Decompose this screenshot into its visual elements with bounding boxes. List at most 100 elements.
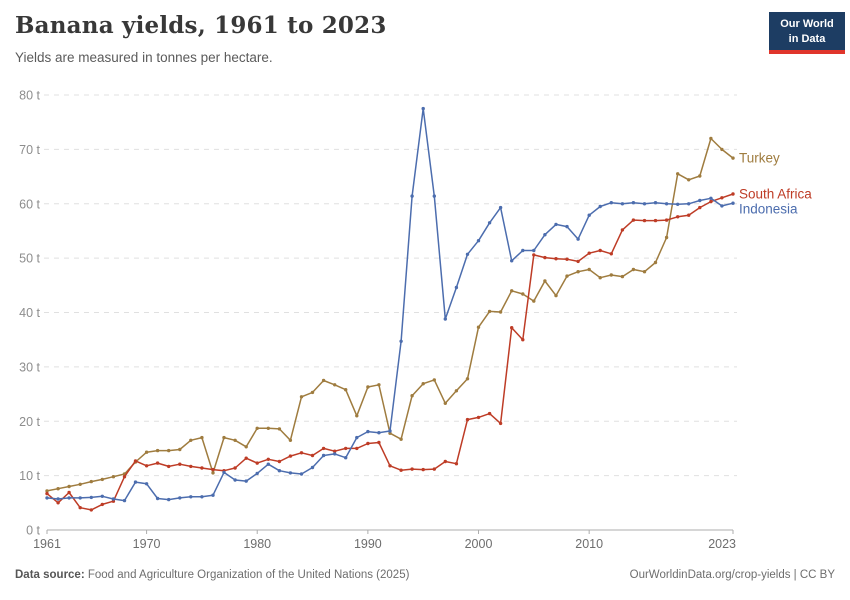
- data-point-marker: [543, 279, 547, 283]
- data-point-marker: [144, 464, 149, 468]
- data-point-marker: [598, 248, 602, 253]
- series-line-south-africa: [46, 193, 734, 511]
- data-source-value: Food and Agriculture Organization of the…: [84, 569, 410, 581]
- series-line-indonesia: [46, 107, 734, 502]
- data-point-marker: [89, 479, 94, 484]
- data-point-marker: [443, 459, 447, 464]
- data-point-marker: [56, 487, 60, 491]
- data-point-marker: [731, 156, 735, 160]
- data-point-marker: [89, 508, 94, 512]
- data-point-marker: [111, 497, 116, 501]
- data-point-marker: [321, 453, 326, 458]
- data-point-marker: [598, 276, 602, 280]
- data-point-marker: [288, 438, 293, 442]
- x-axis-tick-label-2000: 2000: [465, 537, 493, 551]
- data-point-marker: [299, 451, 304, 455]
- data-point-marker: [653, 218, 658, 223]
- y-axis-tick-label-20: 20 t: [19, 415, 40, 429]
- data-point-marker: [189, 464, 193, 469]
- data-point-marker: [222, 470, 226, 475]
- data-point-marker: [277, 459, 282, 464]
- data-point-marker: [720, 196, 724, 200]
- data-point-marker: [620, 274, 625, 279]
- data-point-marker: [498, 205, 503, 210]
- data-point-marker: [78, 482, 82, 486]
- data-point-marker: [266, 426, 270, 430]
- data-point-marker: [631, 267, 636, 272]
- data-point-marker: [521, 338, 525, 342]
- data-point-marker: [421, 467, 425, 472]
- data-point-marker: [189, 495, 193, 499]
- data-point-marker: [432, 378, 436, 382]
- data-point-marker: [687, 202, 691, 206]
- owid-url-license-link[interactable]: OurWorldinData.org/crop-yields | CC BY: [629, 569, 835, 581]
- data-point-marker: [144, 450, 149, 454]
- data-point-marker: [299, 395, 304, 399]
- data-point-marker: [233, 478, 237, 482]
- data-point-marker: [410, 194, 414, 198]
- data-point-marker: [731, 201, 735, 205]
- series-end-label-turkey[interactable]: Turkey: [739, 151, 780, 166]
- data-point-marker: [664, 202, 669, 206]
- x-axis-tick-label-2010: 2010: [575, 537, 603, 551]
- data-point-marker: [100, 477, 105, 482]
- data-point-marker: [631, 201, 636, 205]
- data-point-marker: [642, 202, 647, 206]
- data-point-marker: [45, 489, 49, 493]
- data-point-marker: [155, 461, 160, 465]
- data-point-marker: [211, 471, 215, 475]
- data-point-marker: [244, 456, 248, 460]
- data-point-marker: [200, 466, 204, 470]
- data-point-marker: [277, 427, 282, 431]
- owid-logo-line2: in Data: [788, 32, 826, 45]
- data-point-marker: [233, 438, 237, 442]
- data-point-marker: [487, 411, 492, 416]
- data-point-marker: [255, 471, 259, 476]
- data-point-marker: [333, 449, 337, 453]
- y-axis-tick-label-60: 60 t: [19, 197, 40, 211]
- data-point-marker: [155, 496, 160, 501]
- data-point-marker: [532, 253, 536, 257]
- data-point-marker: [344, 388, 348, 392]
- data-point-marker: [344, 456, 348, 460]
- x-axis-tick-label-2023: 2023: [708, 537, 736, 551]
- series-end-label-south-africa[interactable]: South Africa: [739, 186, 812, 201]
- data-point-marker: [344, 446, 348, 451]
- data-point-marker: [698, 205, 702, 210]
- data-point-marker: [167, 448, 171, 453]
- data-point-marker: [543, 233, 547, 237]
- data-point-marker: [676, 202, 680, 206]
- data-point-marker: [532, 299, 536, 303]
- data-point-marker: [399, 437, 403, 441]
- data-point-marker: [67, 484, 71, 489]
- data-point-marker: [576, 237, 580, 241]
- data-point-marker: [687, 178, 691, 182]
- data-point-marker: [653, 201, 658, 205]
- x-axis-tick-label-1970: 1970: [133, 537, 161, 551]
- data-point-marker: [111, 475, 116, 479]
- data-point-marker: [255, 426, 259, 430]
- data-point-marker: [410, 467, 414, 471]
- data-point-marker: [476, 325, 481, 329]
- line-chart-canvas[interactable]: 0 t 10 t 20 t 30 t 40 t 50 t 60 t 70 t 80 t 1961 1…: [0, 0, 850, 560]
- data-point-marker: [133, 480, 138, 484]
- data-point-marker: [288, 471, 293, 475]
- data-point-marker: [576, 270, 580, 274]
- series-end-label-indonesia[interactable]: Indonesia: [739, 201, 798, 216]
- y-axis-tick-label-70: 70 t: [19, 143, 40, 157]
- data-point-marker: [321, 378, 326, 383]
- data-point-marker: [377, 431, 381, 435]
- data-point-marker: [521, 292, 525, 296]
- data-point-marker: [78, 506, 82, 510]
- data-point-marker: [200, 495, 204, 499]
- data-point-marker: [565, 274, 569, 278]
- data-point-marker: [399, 468, 403, 472]
- y-axis-tick-label-30: 30 t: [19, 360, 40, 374]
- data-point-marker: [266, 457, 270, 461]
- data-point-marker: [100, 502, 105, 507]
- data-source-label: Data source:: [15, 569, 85, 581]
- data-point-marker: [731, 192, 735, 196]
- data-point-marker: [587, 267, 591, 272]
- data-point-marker: [310, 390, 315, 395]
- page-title: Banana yields, 1961 to 2023: [15, 12, 387, 39]
